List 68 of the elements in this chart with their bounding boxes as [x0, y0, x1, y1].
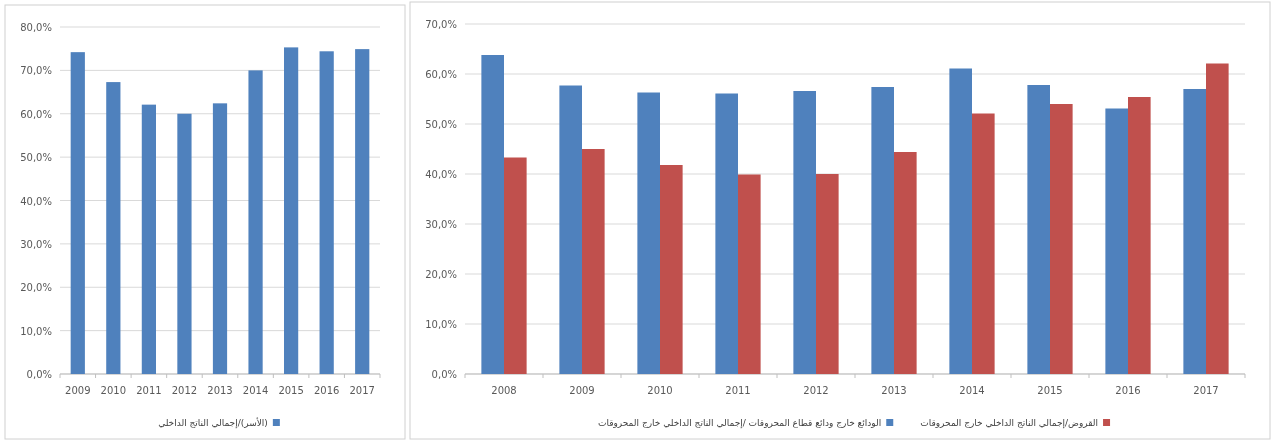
x-tick-label: 2017	[1193, 385, 1219, 396]
bar	[637, 92, 660, 374]
y-tick-label: 70,0%	[20, 65, 52, 77]
legend-label: (الأسر)/إجمالي الناتج الداخلي	[158, 417, 268, 429]
x-tick-label: 2017	[349, 385, 375, 396]
x-tick-label: 2013	[881, 385, 907, 396]
bar	[355, 49, 370, 374]
legend-label: القروض/إجمالي الناتج الداخلي خارج المحروقات	[920, 418, 1099, 429]
bar	[1027, 85, 1050, 374]
bar	[660, 165, 683, 374]
y-tick-label: 50,0%	[425, 119, 457, 130]
x-tick-label: 2014	[959, 385, 985, 396]
x-tick-label: 2008	[491, 385, 517, 396]
bar	[248, 70, 263, 374]
bar	[894, 152, 917, 374]
x-tick-label: 2010	[647, 385, 673, 396]
bar	[738, 174, 761, 374]
y-tick-label: 40,0%	[20, 195, 52, 207]
bar	[1183, 89, 1206, 374]
y-tick-label: 60,0%	[425, 69, 457, 80]
bar	[319, 51, 334, 374]
y-tick-label: 30,0%	[20, 238, 52, 250]
y-tick-label: 0,0%	[431, 369, 457, 380]
bar	[1206, 63, 1229, 374]
y-tick-label: 70,0%	[425, 19, 457, 30]
bar	[793, 91, 816, 374]
x-tick-label: 2010	[100, 385, 127, 396]
y-tick-label: 10,0%	[20, 325, 52, 337]
bar	[212, 103, 228, 374]
y-tick-label: 80,0%	[20, 22, 52, 33]
y-tick-label: 30,0%	[425, 219, 457, 230]
bar	[284, 47, 299, 374]
y-tick-label: 40,0%	[425, 169, 457, 180]
x-tick-label: 2013	[207, 385, 233, 396]
bar	[582, 149, 605, 374]
legend-label: الودائع خارج ودائع قطاع المحروقات /إجمالي الناتج الداخلي خارج المحروقات	[597, 418, 882, 429]
x-tick-label: 2014	[242, 385, 269, 396]
x-tick-label: 2012	[803, 385, 829, 396]
y-tick-label: 20,0%	[425, 269, 457, 280]
x-tick-label: 2011	[136, 385, 162, 396]
x-tick-label: 2015	[1037, 385, 1063, 396]
bar	[1128, 97, 1151, 374]
bar	[816, 174, 839, 374]
bar	[141, 104, 156, 374]
bar	[949, 68, 972, 374]
y-tick-label: 60,0%	[20, 108, 52, 120]
bar	[106, 82, 121, 374]
x-tick-label: 2009	[65, 385, 91, 396]
x-tick-label: 2016	[313, 385, 340, 396]
bar	[504, 157, 527, 374]
x-tick-label: 2015	[278, 385, 304, 396]
x-tick-label: 2012	[171, 385, 198, 396]
bar	[70, 52, 85, 374]
x-tick-label: 2011	[725, 385, 751, 396]
x-tick-label: 2016	[1115, 385, 1141, 396]
bar	[177, 113, 192, 374]
bar	[972, 113, 995, 374]
y-tick-label: 0,0%	[26, 369, 52, 380]
bar	[1050, 104, 1073, 374]
bar	[715, 93, 738, 374]
y-tick-label: 50,0%	[20, 152, 52, 164]
bar	[1105, 108, 1128, 374]
bar	[481, 55, 504, 374]
y-tick-label: 10,0%	[425, 319, 457, 330]
y-tick-label: 20,0%	[20, 282, 52, 294]
x-tick-label: 2009	[569, 385, 595, 396]
bar	[871, 87, 894, 374]
bar	[559, 85, 582, 374]
